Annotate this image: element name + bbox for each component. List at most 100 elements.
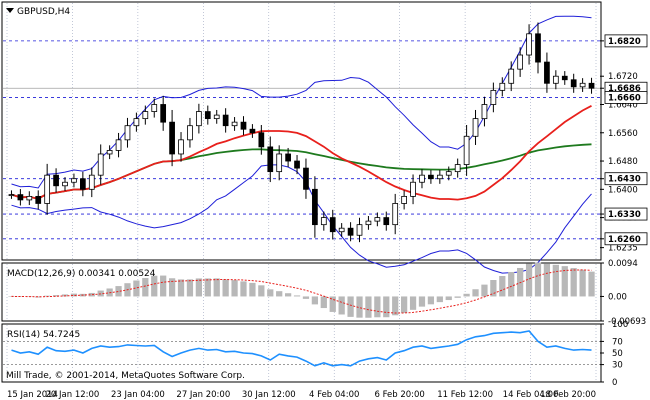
macd-histogram-bar	[454, 296, 461, 298]
candle-body	[142, 111, 149, 120]
macd-histogram-bar	[374, 296, 381, 318]
candle-body	[187, 125, 193, 141]
candle-body	[481, 104, 488, 120]
x-axis-label: 4 Feb 04:00	[309, 390, 359, 400]
candle-body	[356, 224, 363, 236]
macd-histogram-bar	[258, 285, 265, 297]
candle-body	[374, 217, 381, 222]
x-axis-label: 15 Jan 2014	[7, 390, 58, 400]
macd-histogram-bar	[115, 286, 122, 297]
macd-histogram-bar	[186, 279, 194, 297]
price-level-label: 1.6260	[608, 235, 641, 245]
x-axis-label: 23 Jan 04:00	[111, 390, 165, 400]
price-axis-tick-label: 1.6720	[608, 72, 638, 82]
candle-body	[97, 153, 104, 176]
macd-histogram-bar	[392, 296, 399, 316]
macd-histogram-bar	[579, 269, 586, 297]
candle-body	[579, 82, 586, 88]
moving-averages	[11, 105, 592, 201]
macd-histogram-bar	[525, 263, 533, 297]
macd-histogram-bar	[231, 280, 238, 297]
candle-body	[428, 174, 434, 180]
macd-histogram-bar	[8, 296, 15, 297]
price-axis-tick-label: 1.6480	[608, 157, 638, 167]
macd-histogram-bar	[160, 275, 167, 297]
macd-signal-line	[11, 269, 592, 314]
candle-body	[88, 174, 95, 190]
candle-body	[53, 174, 59, 187]
macd-histogram-bar	[302, 296, 310, 299]
price-level-label: 1.6660	[608, 93, 641, 103]
macd-axis-tick-label: -0.00693	[608, 317, 646, 327]
rsi-line	[11, 330, 592, 367]
price-label-box	[604, 34, 648, 48]
candle-body	[320, 217, 327, 226]
candle-body	[80, 178, 86, 190]
macd-histogram-bar	[293, 295, 301, 297]
candle-body	[106, 150, 113, 155]
macd-histogram-bar	[276, 291, 283, 297]
rsi-indicator	[3, 330, 600, 367]
candle-body	[35, 195, 42, 204]
x-axis-label: 30 Jan 12:00	[242, 390, 296, 400]
macd-histogram-bar	[311, 296, 319, 305]
price-level-label: 1.6330	[608, 210, 641, 220]
candle-body	[535, 33, 541, 63]
rsi-axis-tick-label: 0	[612, 378, 617, 388]
candle-body	[17, 194, 24, 201]
price-axis-tick-label: 1.6640	[608, 100, 638, 110]
macd-label: MACD(12,26,9) 0.00341 0.00524	[7, 269, 156, 279]
macd-histogram-bar	[213, 278, 220, 297]
candle-body	[490, 89, 497, 105]
candle-body	[472, 118, 479, 137]
candle-body	[26, 195, 33, 201]
candle-body	[312, 188, 318, 226]
macd-histogram-bar	[570, 268, 577, 297]
macd-histogram-bar	[284, 293, 292, 297]
main-pane-frame	[1, 1, 602, 261]
candle-body	[544, 61, 550, 84]
candle-body	[401, 195, 407, 204]
macd-histogram-bar	[499, 276, 506, 297]
price-label-box	[604, 91, 648, 104]
candle-body	[133, 118, 140, 127]
macd-histogram-bar	[88, 292, 95, 297]
macd-histogram-bar	[267, 289, 274, 297]
x-axis-label: 14 Feb 04:00	[503, 390, 559, 400]
candle-body	[588, 82, 595, 89]
macd-histogram-bar	[204, 278, 211, 297]
candle-body	[213, 114, 220, 120]
macd-histogram-bar	[418, 296, 426, 307]
candle-body	[561, 75, 568, 81]
macd-histogram-bar	[365, 296, 372, 318]
rsi-label: RSI(14) 54.7245	[7, 330, 80, 340]
ma-fast-line	[11, 105, 592, 201]
candle-body	[71, 178, 77, 183]
macd-histogram-bar	[133, 280, 140, 297]
macd-histogram-bar	[35, 296, 42, 298]
macd-pane-frame	[1, 262, 602, 322]
macd-histogram-bar	[543, 263, 551, 297]
chart-menu-triangle-icon[interactable]	[6, 8, 14, 13]
price-label-box	[604, 207, 648, 221]
macd-histogram-bar	[195, 278, 202, 297]
candles	[8, 22, 595, 243]
candle-body	[249, 128, 256, 134]
macd-histogram-bar	[240, 281, 247, 297]
x-axis-label: 20 Jan 12:00	[46, 390, 100, 400]
candle-body	[526, 33, 532, 56]
macd-histogram-bar	[383, 296, 390, 318]
price-level-label: 1.6820	[608, 37, 641, 47]
candle-body	[463, 135, 470, 165]
macd-histogram-bar	[52, 295, 60, 297]
candle-body	[276, 153, 283, 173]
candle-body	[329, 217, 336, 233]
price-axis-tick-label: 1.6235	[608, 244, 638, 254]
candle-body	[392, 203, 399, 226]
candle-body	[267, 146, 274, 173]
macd-histogram-bar	[409, 296, 417, 310]
macd-histogram-bar	[552, 264, 559, 297]
candle-body	[445, 171, 452, 176]
